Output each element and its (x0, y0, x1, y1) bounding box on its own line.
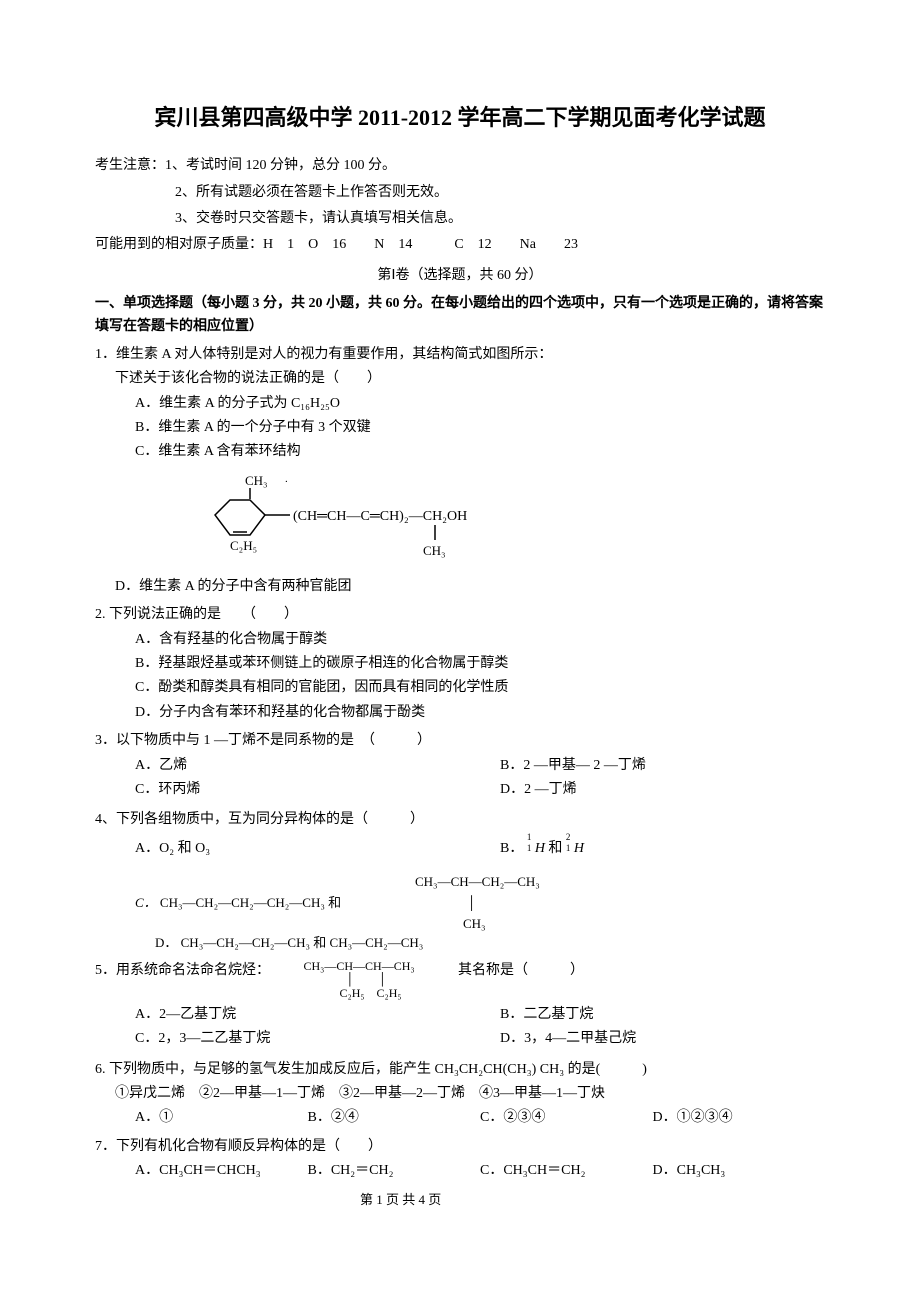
q6-option-d: D．①②③④ (653, 1107, 826, 1129)
q6-option-b: B．②④ (308, 1107, 481, 1129)
section-1-header: 一、单项选择题（每小题 3 分，共 20 小题，共 60 分。在每小题给出的四个… (95, 293, 825, 338)
svg-text:(CH═CH—C═CH)₂—CH₂OH: (CH═CH—C═CH)₂—CH₂OH (293, 509, 467, 524)
q1-option-b: B．维生素 A 的一个分子中有 3 个双键 (135, 417, 825, 439)
atomic-mass: 可能用到的相对原子质量：H 1 O 16 N 14 C 12 Na 23 (95, 234, 825, 256)
q4-option-a: A．O₂ 和 O₃ (135, 838, 500, 860)
notice-line-1: 考生注意：1、考试时间 120 分钟，总分 100 分。 (95, 155, 825, 177)
section-1-title: 第Ⅰ卷（选择题，共 60 分） (95, 265, 825, 287)
question-7: 7．下列有机化合物有顺反异构体的是（ ） A．CH₃CH＝CHCH₃ B．CH₂… (95, 1136, 825, 1183)
q1-text: 1．维生素 A 对人体特别是对人的视力有重要作用，其结构简式如图所示： (95, 344, 825, 366)
q7-option-d: D．CH₃CH₃ (653, 1160, 826, 1182)
q5-struct-top: CH₃—CH—CH—CH₃ (304, 959, 415, 973)
svg-text:C₂H₅: C₂H₅ (230, 538, 257, 553)
q3-text: 3．以下物质中与 1 —丁烯不是同系物的是 （ ） (95, 730, 825, 752)
q6-text: 6. 下列物质中，与足够的氢气发生加成反应后，能产生 CH₃CH₂CH(CH₃)… (95, 1059, 825, 1081)
q2-option-a: A．含有羟基的化合物属于醇类 (135, 629, 825, 651)
q2-text: 2. 下列说法正确的是 （ ） (95, 604, 825, 626)
question-1: 1．维生素 A 对人体特别是对人的视力有重要作用，其结构简式如图所示： 下述关于… (95, 344, 825, 598)
q3-option-c: C．环丙烯 (135, 779, 500, 801)
q1-option-a: A．维生素 A 的分子式为 C₁₆H₂₅O (135, 393, 825, 415)
q4-option-c: C． CH₃—CH₂—CH₂—CH₂—CH₃ 和 (135, 893, 825, 914)
q5-option-c: C．2，3—二乙基丁烷 (135, 1028, 500, 1050)
q7-option-b: B．CH₂＝CH₂ (308, 1160, 481, 1182)
q3-option-b: B．2 —甲基— 2 —丁烯 (500, 755, 646, 779)
notice-line-2: 2、所有试题必须在答题卡上作答否则无效。 (175, 182, 825, 204)
question-2: 2. 下列说法正确的是 （ ） A．含有羟基的化合物属于醇类 B．羟基跟烃基或苯… (95, 604, 825, 724)
question-6: 6. 下列物质中，与足够的氢气发生加成反应后，能产生 CH₃CH₂CH(CH₃)… (95, 1059, 825, 1130)
notice-line-3: 3、交卷时只交答题卡，请认真填写相关信息。 (175, 208, 825, 230)
q5-option-d: D．3，4—二甲基己烷 (500, 1028, 636, 1052)
page-footer: 第 1 页 共 4 页 (360, 1190, 441, 1211)
q5-struct-bot: C₂H₅ C₂H₅ (340, 986, 402, 1000)
q5-option-a: A．2—乙基丁烷 (135, 1004, 500, 1026)
svg-text:CH₃: CH₃ (423, 543, 446, 558)
vitamin-a-structure: CH₃ C₂H₅ (CH═CH—C═CH)₂—CH₂OH CH₃ . (195, 470, 675, 570)
q1-sub: 下述关于该化合物的说法正确的是（ ） (115, 368, 825, 390)
q2-option-d: D．分子内含有苯环和羟基的化合物都属于酚类 (135, 702, 825, 724)
q4-option-d: D． CH₃—CH₂—CH₂—CH₃ 和 CH₃—CH₂—CH₃ (155, 933, 825, 954)
svg-text:CH₃: CH₃ (245, 473, 268, 488)
q4-text: 4、下列各组物质中，互为同分异构体的是（ ） (95, 809, 825, 831)
q3-option-d: D．2 —丁烯 (500, 779, 577, 803)
q1-option-c: C．维生素 A 含有苯环结构 (135, 441, 825, 463)
q4-option-b: B． 11H 和 21H (500, 838, 584, 862)
q7-option-c: C．CH₃CH＝CH₂ (480, 1160, 653, 1182)
q7-text: 7．下列有机化合物有顺反异构体的是（ ） (95, 1136, 825, 1158)
page-title: 宾川县第四高级中学 2011-2012 学年高二下学期见面考化学试题 (95, 100, 825, 135)
q5-text: 5．用系统命名法命名烷烃： CH₃—CH—CH—CH₃ │ │ C₂H₅ C₂H… (95, 960, 825, 1000)
q5-suffix: 其名称是（ ） (458, 963, 584, 978)
question-3: 3．以下物质中与 1 —丁烯不是同系物的是 （ ） A．乙烯 B．2 —甲基— … (95, 730, 825, 803)
q6-sub: ①异戊二烯 ②2—甲基—1—丁烯 ③2—甲基—2—丁烯 ④3—甲基—1—丁炔 (115, 1083, 825, 1105)
svg-text:.: . (285, 473, 288, 485)
q1-option-d: D．维生素 A 的分子中含有两种官能团 (115, 576, 825, 598)
question-5: 5．用系统命名法命名烷烃： CH₃—CH—CH—CH₃ │ │ C₂H₅ C₂H… (95, 960, 825, 1052)
question-4: 4、下列各组物质中，互为同分异构体的是（ ） A．O₂ 和 O₃ B． 11H … (95, 809, 825, 954)
q2-option-b: B．羟基跟烃基或苯环侧链上的碳原子相连的化合物属于醇类 (135, 653, 825, 675)
q5-option-b: B．二乙基丁烷 (500, 1004, 593, 1028)
q2-option-c: C．酚类和醇类具有相同的官能团，因而具有相同的化学性质 (135, 677, 825, 699)
q6-option-a: A．① (135, 1107, 308, 1129)
q6-option-c: C．②③④ (480, 1107, 653, 1129)
q3-option-a: A．乙烯 (135, 755, 500, 777)
q7-option-a: A．CH₃CH＝CHCH₃ (135, 1160, 308, 1182)
